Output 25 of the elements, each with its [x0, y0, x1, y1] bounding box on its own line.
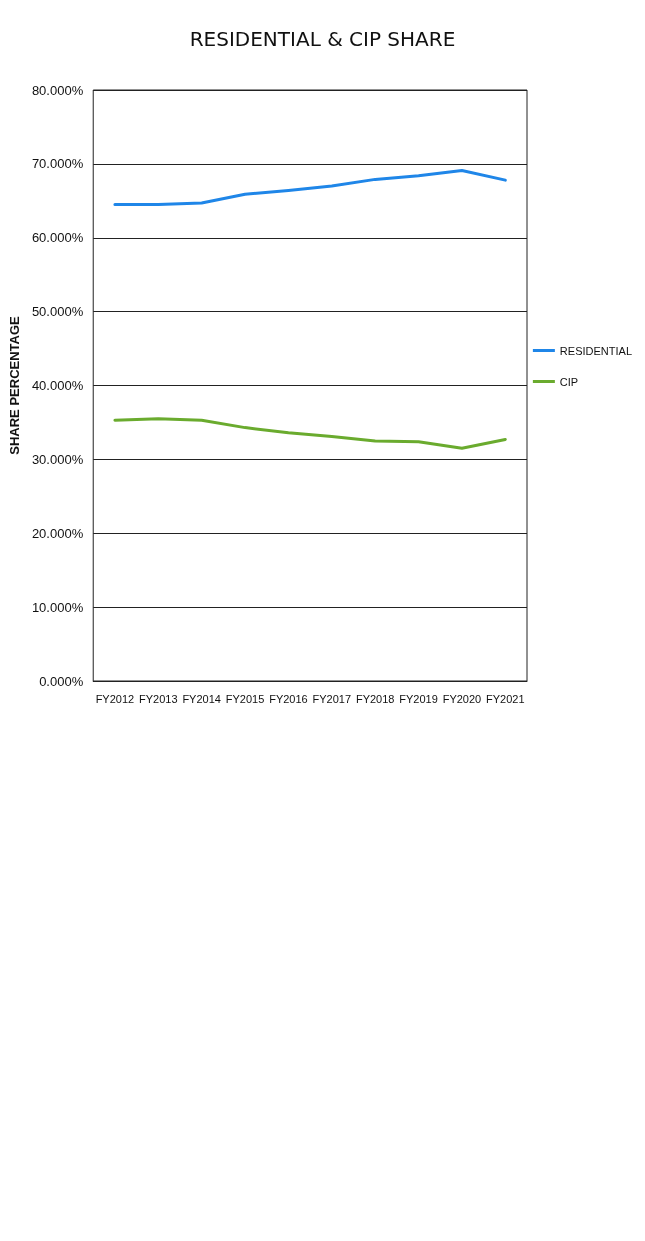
line-series [113, 417, 507, 450]
chart-title: RESIDENTIAL & CIP SHARE [189, 27, 456, 51]
x-tick-label: FY2015 [225, 692, 265, 705]
x-tick-label: FY2021 [486, 692, 525, 705]
x-tick-label: FY2016 [269, 692, 308, 705]
x-tick-label: FY2019 [399, 692, 438, 705]
y-tick-label: 20.000% [31, 525, 84, 541]
y-tick-label: 80.000% [31, 82, 84, 98]
line-series [113, 169, 507, 207]
y-tick-label: 30.000% [31, 451, 84, 467]
y-tick-label: 60.000% [31, 230, 84, 246]
x-tick-label: FY2012 [95, 692, 135, 705]
y-tick-label: 50.000% [31, 304, 84, 320]
y-axis-title: SHARE PERCENTAGE [7, 315, 22, 455]
y-tick-label: 40.000% [31, 378, 84, 393]
x-tick-label: FY2013 [139, 692, 178, 705]
y-tick-label: 70.000% [31, 156, 84, 172]
x-tick-label: FY2017 [312, 692, 352, 705]
x-tick-label: FY2020 [442, 692, 482, 705]
x-tick-label: FY2018 [355, 692, 395, 705]
y-tick-label: 10.000% [31, 599, 84, 615]
legend-label: RESIDENTIAL [559, 344, 633, 357]
x-tick-label: FY2014 [182, 692, 221, 705]
y-tick-label: 0.000% [39, 673, 84, 689]
legend-label: CIP [559, 375, 579, 388]
